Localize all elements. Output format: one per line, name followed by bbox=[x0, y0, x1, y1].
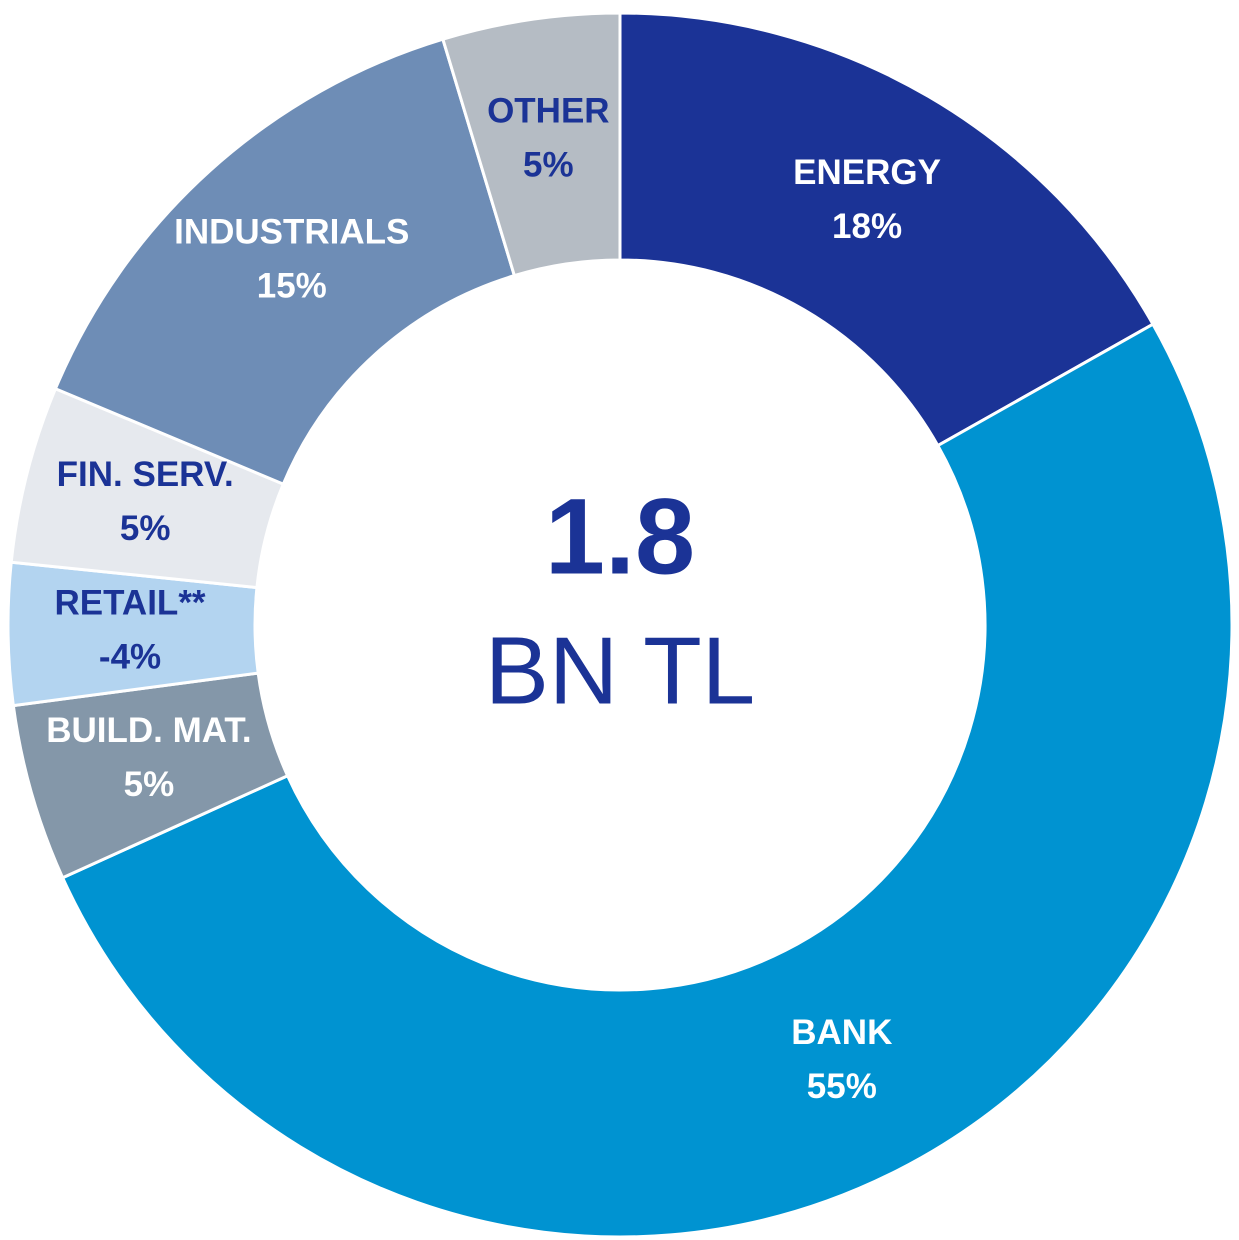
slice bbox=[53, 37, 517, 487]
slices bbox=[6, 11, 1234, 1239]
slice-value-label: 55% bbox=[807, 1067, 877, 1106]
slice-value-label: 5% bbox=[124, 765, 175, 804]
slice-label: BANK bbox=[791, 1013, 892, 1052]
slice bbox=[60, 322, 1234, 1239]
slice bbox=[618, 11, 1156, 448]
slice-label: OTHER bbox=[487, 92, 610, 131]
labels: ENERGY 18% BANK 55% BUILD. MAT. 5% RETAIL** -4%… bbox=[46, 92, 941, 1107]
slice-label: INDUSTRIALS bbox=[174, 212, 409, 251]
slice-label: FIN. SERV. bbox=[57, 455, 234, 494]
slice-value-label: -4% bbox=[99, 637, 161, 676]
slice-label: BUILD. MAT. bbox=[46, 711, 251, 750]
center-unit: BN TL bbox=[485, 617, 755, 724]
slice-value-label: 5% bbox=[120, 509, 171, 548]
center-value: 1.8 bbox=[545, 476, 695, 597]
slice-value-label: 5% bbox=[523, 146, 574, 185]
slice bbox=[441, 11, 622, 278]
slice-label: RETAIL** bbox=[55, 583, 206, 622]
slice-value-label: 18% bbox=[832, 207, 902, 246]
slice-value-label: 15% bbox=[257, 266, 327, 305]
slice-label: ENERGY bbox=[793, 153, 941, 192]
